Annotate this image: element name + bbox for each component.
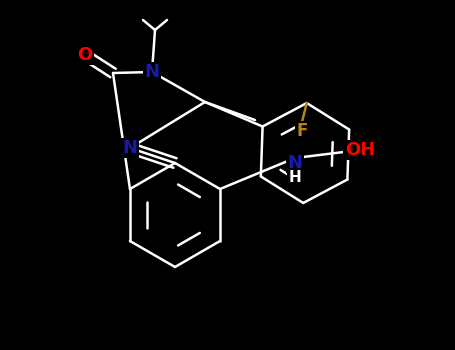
Text: OH: OH	[345, 141, 375, 159]
Text: F: F	[296, 122, 308, 140]
Text: H: H	[288, 170, 301, 186]
Text: O: O	[77, 46, 93, 64]
Text: N: N	[122, 139, 137, 157]
Text: N: N	[145, 63, 160, 81]
Text: N: N	[288, 154, 303, 172]
